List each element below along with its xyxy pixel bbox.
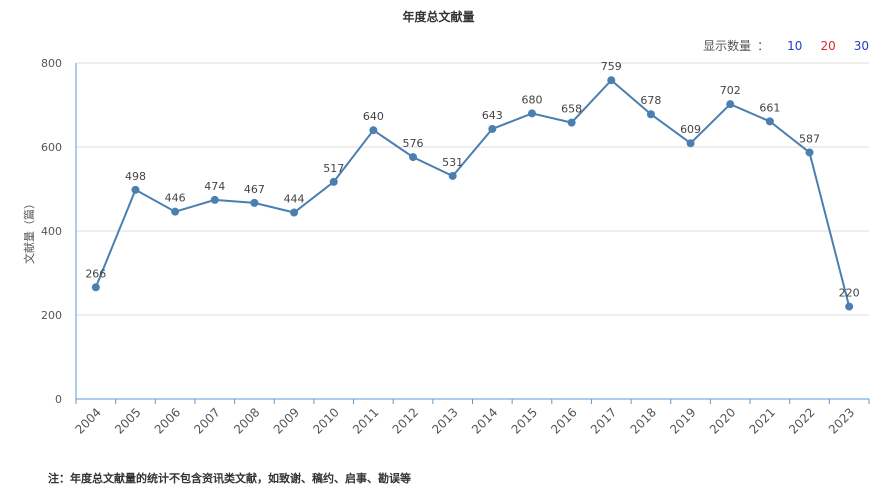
data-point-2022 (805, 148, 814, 157)
data-label-2006: 446 (165, 192, 186, 205)
data-point-2011 (369, 126, 378, 135)
y-tick-label-800: 800 (41, 57, 62, 70)
x-tick-label-2007: 2007 (191, 405, 222, 436)
data-point-2023 (845, 302, 854, 311)
data-label-2016: 658 (561, 103, 582, 116)
grid-lines (76, 62, 869, 316)
x-tick-label-2015: 2015 (509, 405, 540, 436)
x-tick-label-2013: 2013 (429, 405, 460, 436)
x-tick-label-2014: 2014 (469, 405, 500, 436)
x-tick-label-2016: 2016 (548, 405, 579, 436)
x-tick-label-2023: 2023 (826, 405, 857, 436)
x-tick-labels: 2004 2005 2006 2007 2008 2009 2010 2011 2012 2013… (72, 405, 857, 436)
y-tick-label-0: 0 (55, 393, 62, 406)
data-point-2008 (250, 198, 259, 207)
data-point-2004 (91, 283, 100, 292)
data-point-2006 (171, 207, 180, 216)
data-label-2015: 680 (521, 93, 542, 106)
data-point-2007 (210, 195, 219, 204)
x-tick-label-2018: 2018 (628, 405, 659, 436)
data-label-2013: 531 (442, 156, 463, 169)
x-tick-label-2010: 2010 (310, 405, 341, 436)
data-point-2013 (448, 171, 457, 180)
x-tick-label-2006: 2006 (152, 405, 183, 436)
data-label-2007: 474 (204, 180, 225, 193)
x-tick-label-2012: 2012 (390, 405, 421, 436)
data-point-2015 (527, 109, 536, 118)
x-tick-label-2005: 2005 (112, 405, 143, 436)
data-label-2019: 609 (680, 123, 701, 136)
display-count-separator: ： (757, 39, 770, 53)
data-point-2016 (567, 118, 576, 127)
count-option-30[interactable]: 30 (853, 38, 869, 53)
data-label-2022: 587 (799, 132, 820, 145)
data-point-2010 (329, 177, 338, 186)
x-tick-label-2017: 2017 (588, 405, 619, 436)
chart-title: 年度总文献量 (402, 10, 475, 24)
data-point-2009 (290, 208, 299, 217)
data-point-2018 (646, 110, 655, 119)
axes (75, 63, 870, 404)
data-label-2017: 759 (601, 60, 622, 73)
x-tick-label-2008: 2008 (231, 405, 262, 436)
x-tick-label-2009: 2009 (271, 405, 302, 436)
data-label-2012: 576 (403, 137, 424, 150)
count-option-20[interactable]: 20 (820, 38, 836, 53)
data-point-2019 (686, 139, 695, 148)
y-tick-labels: 0 200 400 600 800 (41, 57, 62, 406)
data-label-2008: 467 (244, 183, 265, 196)
y-axis-label: 文献量（篇） (22, 198, 36, 264)
data-point-2020 (726, 100, 735, 109)
data-label-2005: 498 (125, 170, 146, 183)
display-count-label: 显示数量 (703, 39, 752, 53)
data-label-2021: 661 (759, 101, 780, 114)
data-points (91, 76, 854, 311)
data-point-2005 (131, 185, 140, 194)
x-tick-label-2020: 2020 (707, 405, 738, 436)
x-tick-label-2019: 2019 (667, 405, 698, 436)
x-tick-label-2022: 2022 (786, 405, 817, 436)
data-label-2018: 678 (640, 94, 661, 107)
count-option-10[interactable]: 10 (787, 38, 803, 53)
x-tick-label-2021: 2021 (746, 405, 777, 436)
x-tick-label-2011: 2011 (350, 405, 381, 436)
x-tick-label-2004: 2004 (72, 405, 103, 436)
data-label-2023: 220 (839, 287, 860, 300)
y-tick-label-400: 400 (41, 225, 62, 238)
data-label-2009: 444 (284, 193, 305, 206)
data-point-2012 (409, 153, 418, 162)
footnote: 注：年度总文献量的统计不包含资讯类文献，如致谢、稿约、启事、勘误等 (48, 472, 411, 485)
y-tick-label-200: 200 (41, 309, 62, 322)
data-point-2017 (607, 76, 616, 85)
data-label-2020: 702 (720, 84, 741, 97)
data-labels: 266 498 446 474 467 444 517 640 576 531 643 680 658 7… (85, 60, 859, 299)
data-label-2004: 266 (85, 267, 106, 280)
data-point-2014 (488, 124, 497, 133)
data-label-2010: 517 (323, 162, 344, 175)
series-line (94, 78, 851, 307)
display-count-control: 显示数量 ： 10 20 30 (703, 37, 869, 54)
data-label-2011: 640 (363, 110, 384, 123)
data-point-2021 (765, 117, 774, 126)
y-tick-label-600: 600 (41, 141, 62, 154)
series-line-group (94, 78, 851, 307)
data-label-2014: 643 (482, 109, 503, 122)
